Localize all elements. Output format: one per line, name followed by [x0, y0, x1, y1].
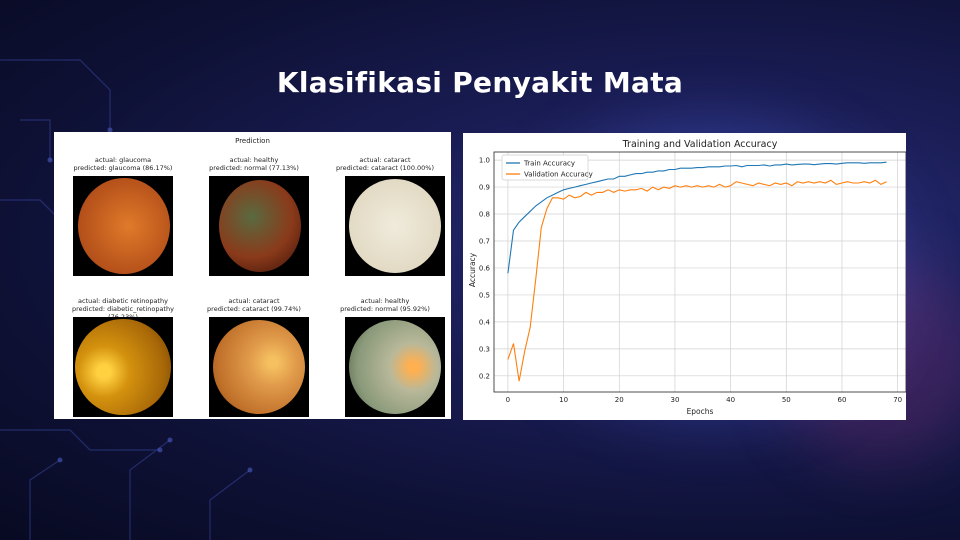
actual-label: actual: healthy — [229, 156, 279, 164]
prediction-title: Prediction — [235, 137, 270, 145]
predicted-label: predicted: glaucoma (86.17%) — [73, 164, 173, 172]
legend-label: Validation Accuracy — [524, 171, 593, 179]
x-tick-label: 0 — [506, 396, 510, 404]
y-tick-label: 1.0 — [479, 157, 490, 165]
fundus-image — [73, 176, 173, 276]
prediction-cell: actual: healthy predicted: normal (77.13… — [189, 156, 319, 276]
x-tick-label: 60 — [838, 396, 847, 404]
prediction-panel: Prediction actual: glaucoma predicted: g… — [54, 132, 451, 419]
series-line-train-accuracy — [507, 161, 887, 274]
chart-title: Training and Validation Accuracy — [622, 139, 778, 150]
x-tick-label: 10 — [559, 396, 568, 404]
x-tick-label: 50 — [782, 396, 791, 404]
x-tick-label: 20 — [615, 396, 624, 404]
predicted-label: predicted: normal (77.13%) — [209, 164, 299, 172]
y-tick-label: 0.5 — [479, 291, 490, 299]
prediction-cell: actual: cataract predicted: cataract (99… — [189, 297, 319, 417]
plot-frame — [493, 151, 907, 393]
prediction-cell: actual: glaucoma predicted: glaucoma (86… — [58, 156, 188, 276]
series-line-validation-accuracy — [507, 179, 887, 382]
actual-label: actual: glaucoma — [94, 156, 152, 164]
predicted-label: predicted: cataract (100.00%) — [335, 164, 434, 172]
legend-box — [501, 154, 589, 181]
y-tick-label: 0.3 — [479, 345, 490, 353]
actual-label: actual: cataract — [228, 297, 280, 305]
y-tick-label: 0.2 — [479, 372, 490, 380]
actual-label: actual: healthy — [360, 297, 410, 305]
accuracy-chart: Training and Validation Accuracy Epochs … — [468, 139, 907, 416]
y-tick-label: 0.7 — [479, 237, 490, 245]
x-tick-label: 40 — [726, 396, 735, 404]
y-axis-label: Accuracy — [468, 252, 477, 287]
legend-label: Train Accuracy — [523, 160, 575, 168]
slide-title: Klasifikasi Penyakit Mata — [276, 66, 684, 99]
y-tick-label: 0.4 — [479, 318, 491, 326]
fundus-image — [209, 176, 309, 276]
accuracy-chart-panel: Training and Validation Accuracy Epochs … — [463, 133, 907, 420]
predicted-label: predicted: cataract (99.74%) — [207, 305, 301, 313]
prediction-cell: actual: diabetic retinopathy predicted: … — [58, 297, 188, 417]
y-tick-label: 0.9 — [479, 184, 490, 192]
fundus-image — [209, 317, 309, 417]
fundus-image — [345, 317, 445, 417]
y-tick-label: 0.6 — [479, 264, 491, 272]
x-tick-label: 30 — [670, 396, 679, 404]
y-tick-label: 0.8 — [479, 211, 490, 219]
actual-label: actual: cataract — [359, 156, 411, 164]
prediction-cell: actual: healthy predicted: normal (95.92… — [320, 297, 450, 417]
fundus-image — [73, 317, 173, 417]
prediction-cell: actual: cataract predicted: cataract (10… — [320, 156, 450, 276]
predicted-label: predicted: normal (95.92%) — [340, 305, 430, 313]
x-tick-label: 70 — [893, 396, 902, 404]
fundus-image — [345, 176, 445, 276]
x-axis-label: Epochs — [687, 407, 714, 416]
actual-label: actual: diabetic retinopathy — [78, 297, 168, 305]
